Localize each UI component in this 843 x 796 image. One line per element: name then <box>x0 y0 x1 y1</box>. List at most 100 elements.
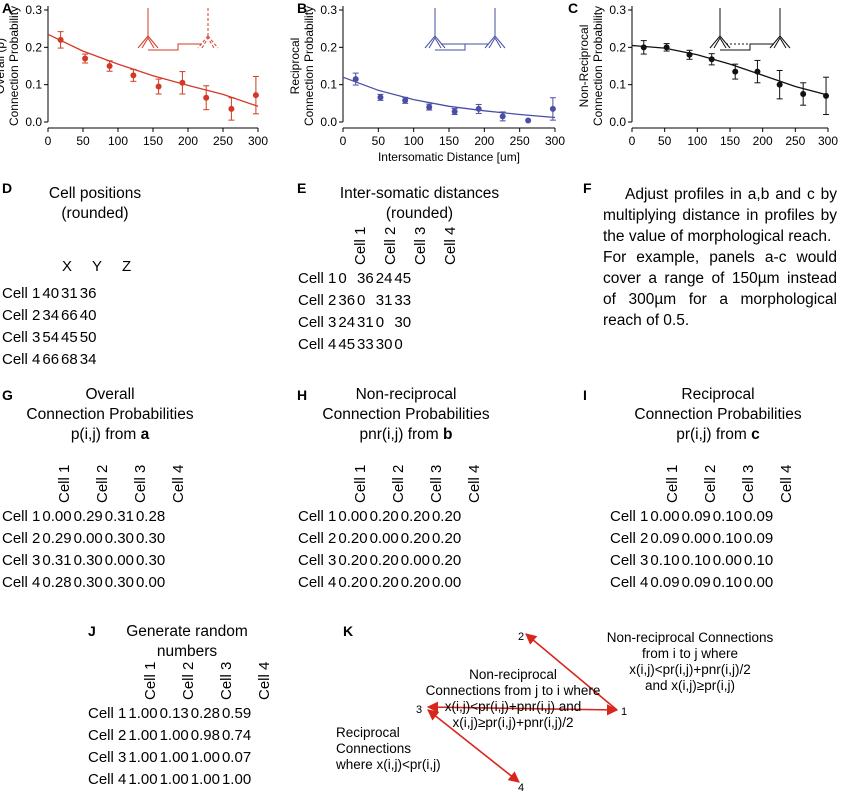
random-cell: 1.00 <box>128 770 158 788</box>
reciprocal-cell: 0.10 <box>712 573 742 591</box>
x-tick-label: 50 <box>372 134 386 148</box>
data-point <box>475 105 482 112</box>
panel-i-title-line2: Connection Probabilities <box>634 406 802 423</box>
x-tick-label: 200 <box>753 134 773 148</box>
reciprocal-cell: 0.10 <box>712 529 742 547</box>
distances-row-label: Cell 3 <box>298 313 337 331</box>
distances-row-label: Cell 4 <box>298 335 337 353</box>
reciprocal-row: Cell 4 0.09 0.09 0.10 0.00 <box>610 571 773 593</box>
panel-h-title-text: pnr(i,j) from <box>359 426 444 443</box>
random-cell: 0.13 <box>159 704 189 722</box>
connection-diagram: 2 1 3 4 <box>416 631 627 794</box>
x-tick-label: 250 <box>785 134 805 148</box>
data-point <box>130 72 137 79</box>
distances-row: Cell 3 24 31 0 30 <box>298 311 411 333</box>
reciprocal-cell: 0.00 <box>681 529 711 547</box>
nonreciprocal-cell: 0.20 <box>338 529 368 547</box>
panel-label-f: F <box>583 180 592 196</box>
distances-cell: 30 <box>375 335 393 353</box>
random-cell: 0.74 <box>221 726 252 744</box>
reciprocal-cell: 0.10 <box>650 551 680 569</box>
random-cell: 1.00 <box>128 748 158 766</box>
label-nonreciprocal-j-to-i: Non-reciprocal Connections from j to i w… <box>425 667 601 730</box>
y-tick-label: 0.1 <box>25 78 42 92</box>
arrow-1-to-2 <box>525 633 618 711</box>
nonreciprocal-row-label: Cell 3 <box>298 551 337 569</box>
panel-h-title-bold: b <box>443 426 453 443</box>
distances-col-header: Cell 1 <box>352 226 369 265</box>
neuron-schematic-icon <box>424 8 506 51</box>
nonreciprocal-col-header: Cell 1 <box>352 464 369 503</box>
x-tick-label: 250 <box>213 134 233 148</box>
data-point <box>686 51 693 58</box>
nonreciprocal-cell: 0.20 <box>338 573 368 591</box>
random-cell: 1.00 <box>128 704 158 722</box>
distances-cell: 0 <box>338 269 347 287</box>
data-point <box>82 55 89 62</box>
data-point <box>800 91 807 97</box>
distances-cell: 31 <box>375 291 393 309</box>
panel-e-title: Inter-somatic distances (rounded) <box>339 185 500 222</box>
random-row: Cell 4 1.00 1.00 1.00 1.00 <box>88 768 251 790</box>
positions-col-header: Y <box>92 258 103 275</box>
data-point <box>549 105 556 112</box>
data-point <box>754 68 761 75</box>
reciprocal-cell: 0.00 <box>743 573 774 591</box>
panel-label-a: A <box>2 0 13 16</box>
overall-row-label: Cell 1 <box>2 507 41 525</box>
y-axis-label: ReciprocalConnection Probability <box>290 6 316 126</box>
panel-h-title-line3: pnr(i,j) from b <box>298 425 514 445</box>
y-tick-label: 0.3 <box>609 3 626 17</box>
panel-label-e: E <box>297 180 307 196</box>
reciprocal-cell: 0.09 <box>743 529 774 547</box>
positions-row: Cell 2 34 66 40 <box>2 304 96 326</box>
distances-row: Cell 4 45 33 30 0 <box>298 333 411 355</box>
distances-col-header: Cell 4 <box>442 226 459 265</box>
distances-cell: 24 <box>338 313 356 331</box>
positions-row-label: Cell 2 <box>2 306 41 324</box>
distances-cell: 0 <box>357 291 366 309</box>
reciprocal-row: Cell 2 0.09 0.00 0.10 0.09 <box>610 527 773 549</box>
data-point <box>708 56 715 63</box>
overall-cell: 0.30 <box>135 529 166 547</box>
x-tick-label: 300 <box>248 134 268 148</box>
arrow-1-to-3 <box>426 701 619 716</box>
data-point <box>377 94 384 101</box>
positions-cell: 34 <box>42 306 60 324</box>
data-point <box>203 94 210 101</box>
overall-cell: 0.30 <box>104 573 134 591</box>
y-axis-label: Overall (p)Connection Probability <box>0 6 21 126</box>
node-4: 4 <box>518 782 524 794</box>
overall-cell: 0.30 <box>73 551 103 569</box>
fit-curve <box>47 33 259 107</box>
x-tick-label: 0 <box>629 134 636 148</box>
distances-col-header: Cell 2 <box>382 226 399 265</box>
distances-row: Cell 1 0 36 24 45 <box>298 267 411 289</box>
y-tick-label: 0.3 <box>25 3 42 17</box>
overall-cell: 0.30 <box>73 573 103 591</box>
nonreciprocal-cell: 0.00 <box>369 529 399 547</box>
random-row: Cell 2 1.00 1.00 0.98 0.74 <box>88 724 251 746</box>
reciprocal-cell: 0.09 <box>650 573 680 591</box>
panel-h-title-line1: Non-reciprocal <box>355 386 457 403</box>
y-tick-label: 0.2 <box>25 40 42 54</box>
positions-row: Cell 4 66 68 34 <box>2 348 96 370</box>
overall-cell: 0.00 <box>73 529 103 547</box>
positions-row-label: Cell 3 <box>2 328 41 346</box>
distances-cell: 36 <box>357 269 374 287</box>
positions-cell: 68 <box>61 350 78 368</box>
chart-a: 0.0 0.1 0.2 0.3 0 50 100 150 200 250 300 Overall (p… <box>0 3 268 148</box>
random-col-header: Cell 1 <box>142 661 159 700</box>
positions-col-header: Z <box>122 258 132 275</box>
overall-row: Cell 1 0.00 0.29 0.31 0.28 <box>2 505 165 527</box>
distances-cell: 24 <box>375 269 393 287</box>
reciprocal-row: Cell 1 0.00 0.09 0.10 0.09 <box>610 505 773 527</box>
distances-cell: 0 <box>375 313 385 331</box>
positions-cell: 50 <box>79 328 97 346</box>
panel-label-j: J <box>88 623 96 639</box>
overall-cell: 0.00 <box>104 551 134 569</box>
random-row-label: Cell 1 <box>88 704 127 722</box>
random-col-header: Cell 3 <box>218 661 235 700</box>
random-cell: 1.00 <box>221 770 252 788</box>
overall-cell: 0.30 <box>104 529 134 547</box>
